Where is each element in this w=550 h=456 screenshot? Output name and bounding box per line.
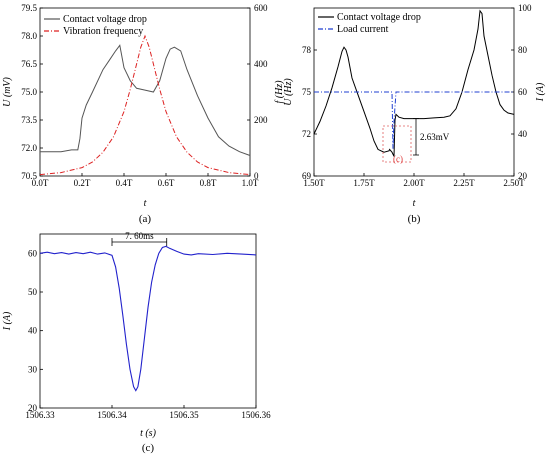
panel-a-x-tick-label: 0.0T <box>32 178 49 188</box>
panel-a: 0.0T 0.2T 0.4T 0.6T 0.8T 1.0T 70.5 72.0 73.5 75.… <box>2 3 285 225</box>
panel-c-y-axis: 20 30 40 50 60 <box>28 248 43 413</box>
panel-b-x-axis-label: t <box>413 198 416 209</box>
panel-a-right-y-tick-label: 400 <box>254 59 268 69</box>
panel-c-x-tick-label: 1506.35 <box>169 410 199 420</box>
panel-c-series-group <box>39 245 257 392</box>
panel-b-left-y-axis: 69 72 75 78 <box>302 45 317 181</box>
panel-a-legend-label-voltage: Contact voltage drop <box>63 14 147 25</box>
panel-a-x-axis-label: t <box>144 198 147 209</box>
panel-a-caption: (a) <box>139 213 152 225</box>
panel-c-x-tick-label: 1506.34 <box>97 410 127 420</box>
panel-a-x-axis: 0.0T 0.2T 0.4T 0.6T 0.8T 1.0T <box>32 173 259 188</box>
panel-a-left-y-tick-label: 70.5 <box>21 171 37 181</box>
panel-c-x-axis: 1506.33 1506.34 1506.35 1506.36 <box>25 405 271 420</box>
panel-b-right-y-tick-label: 60 <box>518 87 528 97</box>
panel-b-x-tick-label: 1.50T <box>303 178 325 188</box>
panel-b-x-tick-label: 1.75T <box>353 178 375 188</box>
panel-a-x-tick-label: 0.6T <box>158 178 175 188</box>
panel-b-x-tick-label: 2.50T <box>503 178 525 188</box>
panel-a-series-vibration-frequency <box>39 34 251 176</box>
panel-a-right-y-axis: 0 200 400 600 <box>247 3 268 181</box>
panel-a-x-tick-label: 1.0T <box>242 178 259 188</box>
panel-b-right-y-tick-label: 20 <box>518 171 528 181</box>
panel-a-right-y-tick-label: 0 <box>254 171 259 181</box>
panel-c-caption: (c) <box>142 442 155 454</box>
panel-b-x-axis: 1.50T 1.75T 2.00T 2.25T 2.50T <box>303 173 525 188</box>
panel-a-right-y-tick-label: 200 <box>254 115 268 125</box>
panel-c-x-axis-label: t (s) <box>140 428 157 439</box>
panel-b-series-contact-voltage-drop <box>313 9 515 157</box>
panel-a-left-y-axis: 70.5 72.0 73.5 75.0 76.5 78.0 79.5 <box>21 3 43 181</box>
panel-b-right-y-axis: 20 40 60 80 100 <box>511 3 532 181</box>
panel-c-span-label: 7. 60ms <box>125 231 154 241</box>
panel-b-zoom-box <box>382 125 412 163</box>
panel-b-series-group <box>313 9 515 157</box>
panel-b-x-tick-label: 2.00T <box>403 178 425 188</box>
panel-c-y-tick-label: 30 <box>28 364 38 374</box>
panel-c-y-tick-label: 60 <box>28 248 38 258</box>
panel-c-y-axis-label: I (A) <box>2 311 13 331</box>
panel-a-legend: Contact voltage drop Vibration frequency <box>44 14 147 37</box>
panel-a-left-y-tick-label: 76.5 <box>21 59 37 69</box>
panel-c-x-tick-label: 1506.36 <box>241 410 271 420</box>
panel-a-right-y-tick-label: 600 <box>254 3 268 13</box>
panel-b-x-tick-label: 2.25T <box>453 178 475 188</box>
panel-c-plot-frame <box>39 233 257 409</box>
panel-b-left-y-tick-label: 75 <box>302 87 312 97</box>
panel-a-left-y-axis-label: U (mV) <box>2 76 13 106</box>
panel-a-series-contact-voltage-drop <box>40 44 251 156</box>
panel-b-legend: Contact voltage drop Load current <box>318 12 421 35</box>
panel-a-left-y-tick-label: 78.0 <box>21 31 37 41</box>
panel-b-right-y-tick-label: 80 <box>518 45 528 55</box>
panel-a-legend-label-frequency: Vibration frequency <box>63 26 143 37</box>
panel-c-y-tick-label: 20 <box>28 403 38 413</box>
panel-c-x-tick-label: 1506.33 <box>25 410 55 420</box>
panel-b-legend-label-voltage: Contact voltage drop <box>337 12 421 23</box>
panel-a-right-y-axis-label: f (Hz) <box>274 80 285 104</box>
panel-a-left-y-tick-label: 73.5 <box>21 115 37 125</box>
panel-b-left-y-tick-label: 78 <box>302 45 312 55</box>
panel-a-left-y-tick-label: 75.0 <box>21 87 37 97</box>
panel-a-left-y-tick-label: 79.5 <box>21 3 37 13</box>
panel-b-right-y-axis-label: I (A) <box>535 82 546 102</box>
panel-c-y-tick-label: 50 <box>28 287 38 297</box>
panel-c-y-tick-label: 40 <box>28 326 38 336</box>
panel-b-left-y-tick-label: 72 <box>302 129 311 139</box>
panel-b-delta-label: 2.63mV <box>420 132 450 142</box>
panel-a-x-tick-label: 0.2T <box>74 178 91 188</box>
panel-c-series-current <box>39 245 257 392</box>
panel-a-left-y-tick-label: 72.0 <box>21 143 37 153</box>
panel-b-left-y-axis-label: U (Hz) <box>283 78 294 106</box>
panel-b-right-y-tick-label: 40 <box>518 129 528 139</box>
panel-c-annotations: 7. 60ms <box>111 231 168 246</box>
panel-b-left-y-tick-label: 69 <box>302 171 312 181</box>
panel-b-series-load-current <box>314 91 514 149</box>
panel-a-x-tick-label: 0.8T <box>200 178 217 188</box>
panel-b-annotations: (c) 2.63mV <box>382 118 450 164</box>
panel-b-legend-label-current: Load current <box>337 24 389 35</box>
panel-b-zoom-box-label: (c) <box>393 154 403 164</box>
panel-c: 1506.33 1506.34 1506.35 1506.36 2030405060 … <box>2 231 271 454</box>
panel-a-x-tick-label: 0.4T <box>116 178 133 188</box>
panel-a-series-group <box>39 34 251 176</box>
panel-b-caption: (b) <box>408 213 421 225</box>
panel-b: 1.50T 1.75T 2.00T 2.25T 2.50T 69 72 75 78 20 40 6… <box>283 3 546 225</box>
panel-b-right-y-tick-label: 100 <box>518 3 532 13</box>
